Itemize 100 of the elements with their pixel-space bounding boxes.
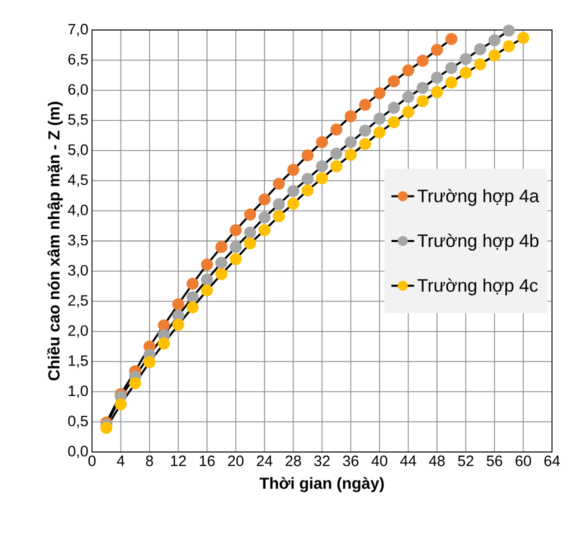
x-tick-label: 8: [146, 456, 154, 466]
point: [287, 184, 300, 197]
x-tick-label: 52: [458, 456, 474, 466]
point: [460, 66, 472, 79]
point: [215, 268, 228, 280]
point: [445, 33, 458, 46]
point: [416, 82, 429, 94]
y-tick-label: 5,5: [68, 114, 88, 127]
point: [287, 164, 300, 176]
point: [230, 253, 242, 266]
point: [201, 274, 214, 286]
point: [114, 398, 127, 410]
point: [186, 301, 199, 314]
point: [388, 75, 400, 88]
legend-label: Trường hợp 4c: [418, 278, 538, 296]
x-tick-label: 20: [228, 456, 244, 466]
point: [287, 198, 300, 210]
y-tick-label: 3,0: [68, 264, 88, 278]
point: [272, 198, 285, 210]
x-tick-label: 64: [544, 456, 560, 466]
x-tick-label: 36: [342, 456, 358, 466]
point: [302, 149, 314, 162]
legend-label: Trường hợp 4a: [418, 188, 540, 206]
point: [517, 32, 530, 44]
point: [344, 136, 357, 148]
y-tick-label: 4,0: [68, 204, 88, 218]
point: [445, 62, 458, 74]
point: [144, 356, 156, 368]
point: [302, 184, 314, 196]
x-tick-label: 60: [516, 456, 532, 466]
y-tick-label: 5,0: [68, 144, 88, 157]
x-tick-label: 12: [171, 456, 186, 466]
x-tick-label: 40: [372, 456, 388, 466]
point: [316, 136, 328, 148]
point: [474, 58, 486, 70]
point: [230, 241, 242, 254]
point: [258, 193, 271, 206]
point: [502, 40, 515, 52]
point: [374, 126, 386, 138]
point: [416, 54, 429, 67]
y-tick-label: 1,5: [68, 355, 88, 368]
point: [488, 34, 501, 46]
point: [244, 226, 256, 239]
point: [201, 284, 214, 296]
point: [186, 291, 199, 304]
point: [330, 123, 342, 136]
point: [158, 319, 170, 332]
y-tick-label: 7,0: [68, 24, 88, 36]
point: [374, 87, 386, 100]
point: [431, 44, 444, 56]
point: [158, 337, 170, 350]
y-tick-label: 1,0: [68, 386, 88, 398]
y-axis-title: Chiều cao nón xâm nhập mặn - Z (m): [47, 102, 63, 380]
point: [201, 258, 214, 271]
point: [359, 124, 372, 137]
point: [402, 90, 414, 103]
y-tick-label: 4,5: [68, 174, 88, 187]
point: [388, 102, 400, 114]
point: [402, 106, 414, 118]
point: [359, 98, 372, 111]
y-tick-label: 2,0: [68, 325, 88, 338]
point: [344, 110, 357, 122]
point: [172, 298, 184, 310]
x-tick-label: 48: [429, 456, 445, 466]
point: [172, 318, 184, 331]
point: [258, 224, 271, 236]
point: [416, 95, 429, 108]
x-tick-label: 0: [88, 456, 96, 466]
point: [186, 278, 199, 290]
point: [374, 112, 386, 125]
point: [272, 178, 285, 190]
y-tick-label: 0,0: [68, 446, 88, 458]
point: [488, 49, 501, 62]
point: [431, 86, 444, 98]
point: [330, 160, 342, 172]
x-tick-label: 16: [200, 456, 215, 466]
point: [100, 422, 112, 434]
point: [359, 138, 372, 150]
point: [244, 237, 256, 250]
point: [344, 148, 357, 161]
y-tick-label: 0,5: [68, 416, 88, 428]
y-tick-label: 6,5: [68, 54, 88, 66]
x-tick-label: 4: [116, 456, 124, 466]
x-tick-label: 44: [400, 456, 416, 466]
point: [244, 208, 256, 220]
x-tick-label: 32: [314, 456, 330, 466]
point: [431, 72, 444, 84]
point: [445, 76, 458, 88]
y-tick-label: 2,5: [68, 295, 88, 308]
point: [272, 210, 285, 222]
y-tick-label: 3,5: [68, 234, 88, 248]
x-tick-label: 56: [486, 456, 502, 466]
point: [316, 160, 328, 172]
point: [230, 224, 242, 236]
point: [316, 172, 328, 184]
point: [502, 24, 515, 37]
point: [129, 377, 142, 390]
point: [460, 52, 472, 65]
point: [215, 241, 228, 254]
point: [474, 43, 486, 56]
